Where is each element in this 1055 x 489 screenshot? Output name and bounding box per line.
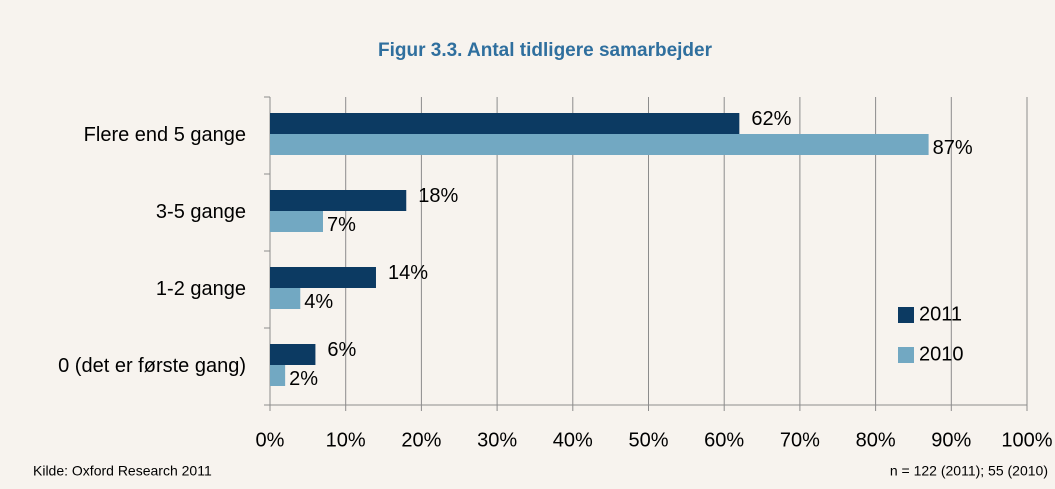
- chart-title: Figur 3.3. Antal tidligere samarbejder: [378, 40, 713, 61]
- x-tick-label: 80%: [856, 429, 896, 451]
- x-tick-label: 60%: [704, 429, 744, 451]
- x-tick-label: 70%: [780, 429, 820, 451]
- bar: [270, 267, 376, 288]
- legend-swatch: [898, 347, 914, 363]
- bar: [270, 134, 929, 155]
- bar: [270, 113, 740, 134]
- y-tick-label: Flere end 5 gange: [84, 124, 246, 146]
- data-label: 87%: [933, 137, 973, 159]
- bar: [270, 288, 301, 309]
- data-label: 14%: [388, 262, 428, 284]
- note: n = 122 (2011); 55 (2010): [890, 463, 1048, 479]
- x-tick-label: 50%: [628, 429, 668, 451]
- x-tick-label: 0%: [256, 429, 285, 451]
- data-label: 62%: [751, 108, 791, 130]
- x-tick-label: 20%: [401, 429, 441, 451]
- data-label: 2%: [289, 368, 318, 390]
- data-label: 6%: [327, 339, 356, 361]
- bar: [270, 344, 316, 365]
- data-label: 18%: [418, 185, 458, 207]
- x-tick-label: 30%: [477, 429, 517, 451]
- x-tick-label: 100%: [1001, 429, 1052, 451]
- data-label: 4%: [304, 291, 333, 313]
- y-tick-label: 1-2 gange: [156, 278, 246, 300]
- x-tick-label: 90%: [931, 429, 971, 451]
- x-tick-label: 10%: [326, 429, 366, 451]
- x-tick-label: 40%: [553, 429, 593, 451]
- bar: [270, 211, 323, 232]
- y-tick-label: 0 (det er første gang): [58, 355, 246, 377]
- y-tick-label: 3-5 gange: [156, 201, 246, 223]
- legend-label: 2011: [919, 303, 962, 325]
- data-label: 7%: [327, 214, 356, 236]
- legend-swatch: [898, 307, 914, 323]
- legend-label: 2010: [919, 343, 964, 365]
- bar: [270, 365, 286, 386]
- bar: [270, 190, 407, 211]
- source: Kilde: Oxford Research 2011: [33, 463, 212, 479]
